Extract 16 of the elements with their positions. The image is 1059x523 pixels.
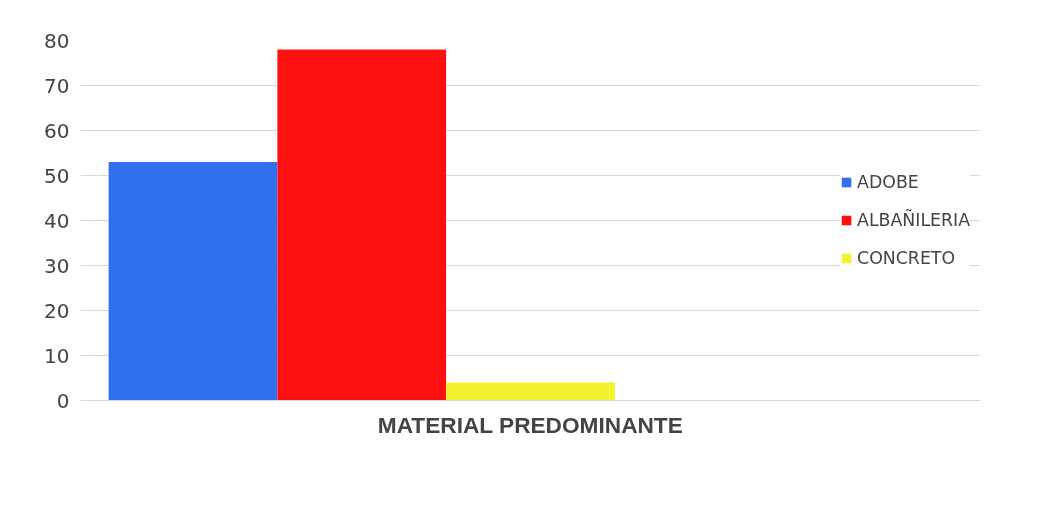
y-tick-label: 80 — [44, 28, 70, 53]
bar — [108, 162, 278, 401]
y-tick-label: 50 — [44, 163, 70, 188]
y-tick-label: 40 — [44, 208, 70, 233]
legend-label: ADOBE — [857, 172, 919, 192]
bar — [446, 382, 615, 401]
bar — [277, 49, 447, 401]
y-tick-label: 60 — [44, 118, 70, 143]
y-tick-label: 20 — [44, 298, 70, 323]
y-tick-label: 10 — [44, 343, 70, 368]
x-axis-title: MATERIAL PREDOMINANTE — [377, 411, 683, 438]
legend-label: ALBAÑILERIA — [857, 210, 970, 230]
y-tick-label: 0 — [56, 388, 70, 413]
y-tick-label: 70 — [44, 73, 70, 98]
legend-label: CONCRETO — [857, 248, 956, 268]
y-tick-label: 30 — [44, 253, 70, 278]
